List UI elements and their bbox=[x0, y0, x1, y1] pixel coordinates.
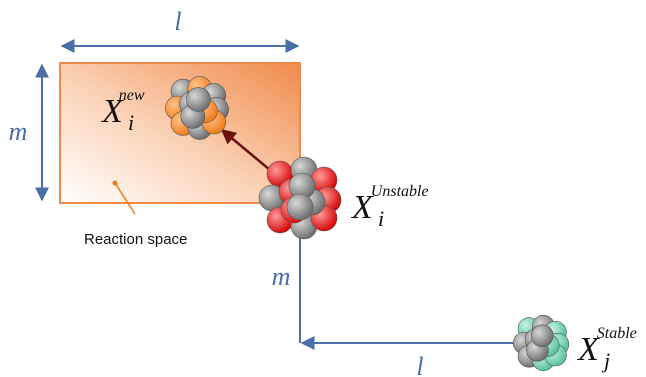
dimension-label: m bbox=[9, 117, 28, 146]
dimension-label: l bbox=[416, 352, 423, 377]
dimension-label: l bbox=[174, 7, 181, 36]
annotation-text: Reaction space bbox=[84, 231, 187, 248]
diagram: l m Reaction space m l Xnewi XUnstablei … bbox=[0, 0, 646, 377]
nucleon bbox=[186, 88, 210, 112]
nucleon bbox=[531, 325, 553, 347]
nucleon bbox=[287, 194, 313, 220]
dimension-label: m bbox=[272, 262, 291, 291]
